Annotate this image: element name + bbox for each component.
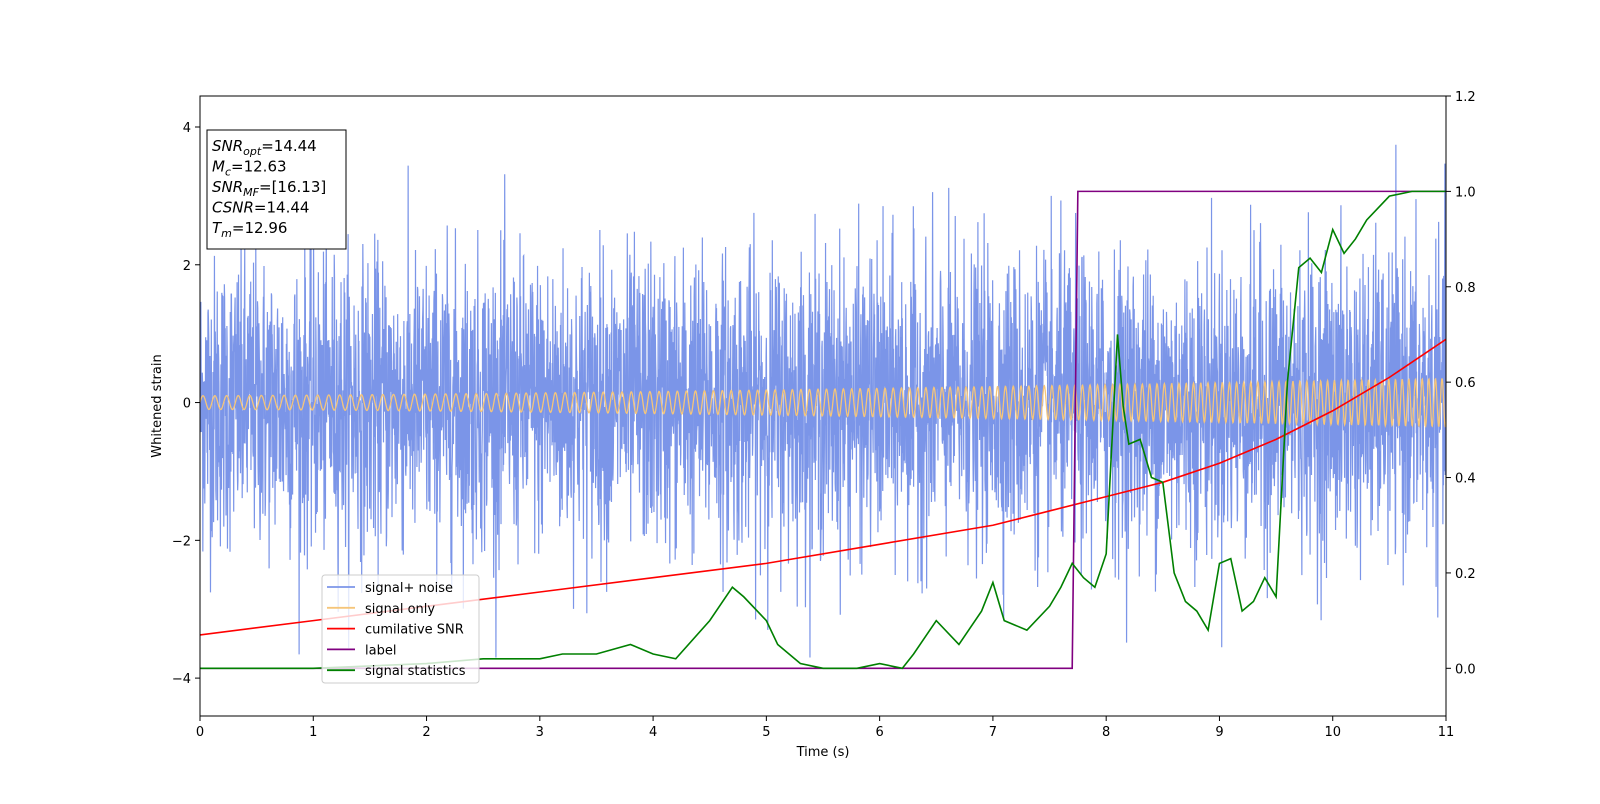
x-tick-label: 10 — [1324, 725, 1341, 740]
x-tick-label: 5 — [762, 725, 770, 740]
stats-line: SNRopt=14.44 — [212, 137, 317, 158]
legend: signal+ noise signal only cumilative SNR la… — [321, 574, 480, 684]
legend-label: signal+ noise — [365, 581, 453, 596]
y-right-tick-label: 0.0 — [1455, 662, 1476, 677]
legend-label: cumilative SNR — [365, 623, 464, 638]
x-ticks: 0 1 2 3 4 5 6 7 8 9 10 11 — [196, 716, 1454, 740]
x-axis-title: Time (s) — [796, 745, 850, 760]
x-tick-label: 8 — [1102, 725, 1110, 740]
series-label-line — [200, 190, 1446, 670]
noise-series-layer — [200, 144, 1446, 658]
y-tick-label: 4 — [183, 121, 191, 136]
legend-label: signal only — [365, 602, 435, 617]
stats-line: SNRMF=[16.13] — [212, 178, 326, 199]
legend-frame — [321, 574, 480, 684]
y-right-tick-label: 1.0 — [1455, 185, 1476, 200]
series-signal-only-line — [200, 377, 1446, 429]
y-right-ticks: 1.2 1.0 0.8 0.6 0.4 0.2 0.0 — [1446, 90, 1476, 677]
legend-label: signal statistics — [365, 664, 466, 679]
stats-box: SNRopt=14.44Mc=12.63SNRMF=[16.13]CSNR=14… — [206, 129, 347, 250]
x-tick-label: 2 — [422, 725, 430, 740]
series-signal-statistics-line — [200, 190, 1446, 670]
stats-line: Mc=12.63 — [212, 158, 287, 179]
y-tick-label: 0 — [183, 397, 191, 412]
x-tick-label: 6 — [875, 725, 883, 740]
plot-frame — [199, 95, 1447, 717]
y-right-tick-label: 0.6 — [1455, 376, 1476, 391]
y-axis-title: Whitened strain — [150, 354, 165, 457]
y-right-tick-label: 1.2 — [1455, 90, 1476, 105]
y-ticks: 4 2 0 −2 −4 — [172, 121, 200, 687]
stats-line: Tm=12.96 — [212, 219, 287, 240]
y-tick-label: −4 — [172, 672, 191, 687]
y-tick-label: −2 — [172, 534, 191, 549]
x-tick-label: 7 — [989, 725, 997, 740]
y-right-tick-label: 0.4 — [1455, 472, 1476, 487]
stats-line: CSNR=14.44 — [212, 199, 309, 217]
x-tick-label: 1 — [309, 725, 317, 740]
x-tick-label: 4 — [649, 725, 657, 740]
y-right-tick-label: 0.8 — [1455, 281, 1476, 296]
series-signal-noise-line — [200, 144, 1446, 658]
x-tick-label: 3 — [536, 725, 544, 740]
series-layer — [200, 190, 1446, 670]
x-tick-label: 0 — [196, 725, 204, 740]
x-tick-label: 11 — [1438, 725, 1455, 740]
stats-box-frame — [206, 129, 347, 250]
y-right-tick-label: 0.2 — [1455, 567, 1476, 582]
legend-label: label — [365, 643, 396, 658]
series-cumilative-snr-line — [200, 338, 1446, 636]
x-tick-label: 9 — [1215, 725, 1223, 740]
y-tick-label: 2 — [183, 259, 191, 274]
